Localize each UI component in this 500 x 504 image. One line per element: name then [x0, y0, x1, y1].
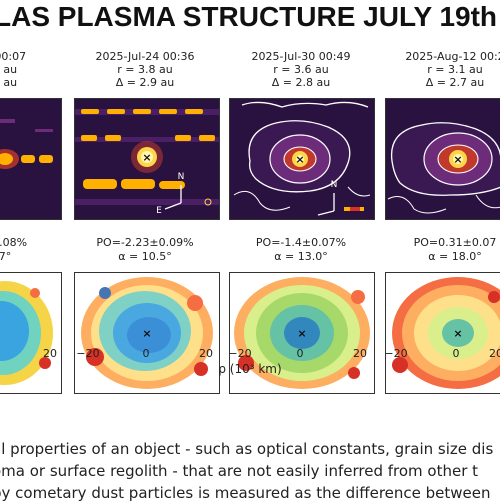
- x-tick: 0: [142, 347, 150, 360]
- obs-delta: Δ = 2.7 au: [425, 76, 485, 89]
- svg-text:N: N: [331, 180, 338, 190]
- body-line: oma or surface regolith - that are not e…: [0, 462, 479, 480]
- north-label: N: [178, 172, 185, 182]
- obs-delta: 0 au: [0, 76, 18, 89]
- intensity-panel: ×: [385, 98, 500, 220]
- polarization-value: PO=0.31±0.07: [413, 236, 497, 249]
- phase-angle: 7°: [0, 250, 12, 263]
- body-line: al properties of an object - such as opt…: [0, 440, 494, 458]
- x-tick: −20: [384, 347, 408, 360]
- obs-delta: Δ = 2.8 au: [271, 76, 331, 89]
- x-tick: 20: [43, 347, 57, 360]
- obs-r: r = 3.8 au: [117, 63, 173, 76]
- x-tick: 20: [199, 347, 213, 360]
- obs-r: r = 3.6 au: [273, 63, 329, 76]
- svg-text:×: ×: [142, 327, 151, 340]
- polarization-value: PO=-1.4±0.07%: [255, 236, 347, 249]
- x-tick: −20: [76, 347, 100, 360]
- slide-title: LAS PLASMA STRUCTURE JULY 19th: [0, 2, 498, 32]
- intensity-panel: × N: [229, 98, 375, 220]
- intensity-panel: × N E: [74, 98, 220, 220]
- east-label: E: [156, 206, 162, 216]
- nucleus-marker: ×: [142, 151, 151, 164]
- body-line: by cometary dust particles is measured a…: [0, 484, 491, 502]
- x-axis-label: ρ (10³ km): [218, 362, 282, 376]
- polarization-map: ×: [385, 272, 500, 394]
- intensity-panel: [0, 98, 62, 220]
- x-tick: 0: [296, 347, 304, 360]
- polarization-value: PO=-2.23±0.09%: [96, 236, 194, 249]
- obs-date: 2025-Jul-24 00:36: [95, 50, 195, 63]
- obs-date: 2 00:07: [0, 50, 27, 63]
- x-tick: 20: [353, 347, 367, 360]
- polarization-map: [0, 272, 62, 394]
- svg-text:×: ×: [297, 327, 306, 340]
- x-tick: 0: [452, 347, 460, 360]
- svg-text:×: ×: [295, 153, 304, 166]
- obs-date: 2025-Aug-12 00:2: [405, 50, 500, 63]
- body-paragraph: al properties of an object - such as opt…: [0, 438, 500, 504]
- x-tick: 20: [489, 347, 500, 360]
- phase-angle: α = 18.0°: [428, 250, 482, 263]
- polarization-value: ±0.08%: [0, 236, 28, 249]
- x-tick: −20: [228, 347, 252, 360]
- obs-r: r = 3.1 au: [427, 63, 483, 76]
- svg-text:×: ×: [453, 327, 462, 340]
- obs-delta: Δ = 2.9 au: [115, 76, 175, 89]
- x-axis-ticks: 20 −20 0 20 −20 0 20 −20 0 20: [0, 347, 500, 361]
- obs-r: 3 au: [0, 63, 18, 76]
- svg-text:×: ×: [453, 153, 462, 166]
- phase-angle: α = 13.0°: [274, 250, 328, 263]
- obs-date: 2025-Jul-30 00:49: [251, 50, 351, 63]
- polarization-map: ×: [229, 272, 375, 394]
- phase-angle: α = 10.5°: [118, 250, 172, 263]
- polarization-map: ×: [74, 272, 220, 394]
